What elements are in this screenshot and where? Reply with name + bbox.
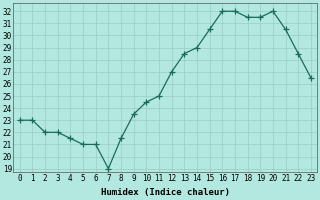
X-axis label: Humidex (Indice chaleur): Humidex (Indice chaleur) (101, 188, 230, 197)
